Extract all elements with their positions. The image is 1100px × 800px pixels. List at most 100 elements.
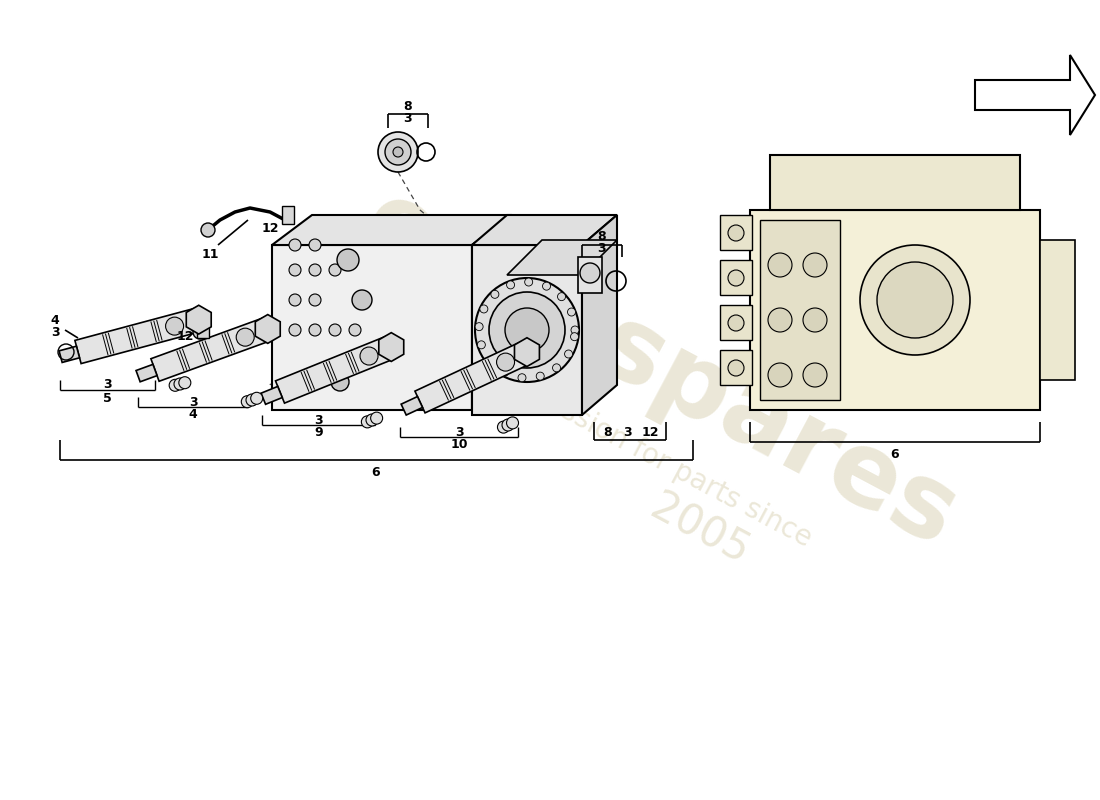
Text: 3: 3 [597, 242, 606, 254]
Bar [750, 210, 1040, 410]
Circle shape [860, 245, 970, 355]
Circle shape [349, 324, 361, 336]
Circle shape [337, 249, 359, 271]
Polygon shape [136, 364, 157, 382]
Circle shape [507, 281, 515, 289]
Circle shape [558, 293, 565, 301]
Text: 12: 12 [262, 222, 278, 234]
Bar [770, 155, 1020, 210]
Polygon shape [402, 397, 422, 415]
Circle shape [179, 377, 190, 389]
Text: 8: 8 [597, 230, 606, 243]
Polygon shape [151, 318, 272, 382]
Text: 3: 3 [315, 414, 322, 426]
Circle shape [536, 372, 544, 380]
Circle shape [497, 421, 509, 433]
Circle shape [803, 363, 827, 387]
Circle shape [803, 308, 827, 332]
Circle shape [289, 324, 301, 336]
Polygon shape [186, 306, 211, 334]
Polygon shape [75, 308, 201, 363]
Text: 3: 3 [454, 426, 463, 438]
Circle shape [371, 412, 383, 424]
Circle shape [768, 363, 792, 387]
Circle shape [564, 350, 573, 358]
Circle shape [385, 139, 411, 165]
Text: a passion for parts since: a passion for parts since [504, 368, 816, 552]
Bar [197, 320, 209, 338]
Circle shape [486, 357, 494, 365]
Circle shape [571, 326, 579, 334]
Circle shape [289, 239, 301, 251]
Text: 8: 8 [604, 426, 613, 438]
Text: 6: 6 [372, 466, 381, 478]
Circle shape [552, 364, 561, 372]
Circle shape [393, 147, 403, 157]
Circle shape [329, 264, 341, 276]
Bar [720, 305, 752, 340]
Circle shape [506, 417, 518, 429]
Circle shape [309, 239, 321, 251]
Circle shape [201, 223, 214, 237]
Text: 2005: 2005 [644, 486, 757, 574]
Polygon shape [975, 55, 1094, 135]
Polygon shape [515, 338, 539, 366]
Circle shape [251, 392, 263, 404]
Polygon shape [59, 346, 79, 362]
Circle shape [500, 368, 508, 376]
Text: 4: 4 [51, 314, 59, 326]
Circle shape [475, 322, 483, 330]
Polygon shape [378, 333, 404, 362]
Polygon shape [261, 386, 283, 404]
Circle shape [505, 308, 549, 352]
Bar [720, 260, 752, 295]
Text: 8: 8 [404, 99, 412, 113]
Circle shape [571, 333, 579, 341]
Circle shape [877, 262, 953, 338]
Circle shape [192, 325, 207, 339]
Circle shape [502, 419, 514, 431]
Circle shape [331, 373, 349, 391]
Circle shape [329, 324, 341, 336]
Polygon shape [275, 336, 396, 403]
Polygon shape [582, 215, 617, 415]
Text: 6: 6 [891, 447, 900, 461]
Circle shape [166, 317, 184, 335]
Circle shape [309, 294, 321, 306]
Text: 3: 3 [404, 111, 412, 125]
Circle shape [728, 270, 744, 286]
Circle shape [580, 263, 600, 283]
Circle shape [352, 290, 372, 310]
Circle shape [309, 264, 321, 276]
Polygon shape [507, 240, 617, 275]
Circle shape [289, 264, 301, 276]
Circle shape [289, 294, 301, 306]
Text: 3: 3 [189, 395, 197, 409]
Text: 12: 12 [176, 330, 194, 343]
Polygon shape [415, 342, 532, 413]
Circle shape [480, 305, 488, 313]
Circle shape [496, 353, 515, 371]
Circle shape [518, 374, 526, 382]
Text: 3: 3 [103, 378, 112, 391]
Circle shape [241, 396, 253, 408]
Bar [760, 220, 840, 400]
Circle shape [309, 324, 321, 336]
Bar [720, 350, 752, 385]
Polygon shape [472, 215, 512, 410]
Circle shape [728, 315, 744, 331]
Circle shape [803, 253, 827, 277]
Polygon shape [472, 215, 617, 245]
Circle shape [246, 394, 258, 406]
Bar [720, 215, 752, 250]
Circle shape [768, 308, 792, 332]
Text: 4: 4 [188, 409, 197, 422]
Circle shape [378, 132, 418, 172]
Bar [386, 142, 410, 162]
Circle shape [362, 416, 373, 428]
Circle shape [477, 341, 485, 349]
Text: 12: 12 [641, 426, 659, 438]
Circle shape [236, 328, 254, 346]
Circle shape [542, 282, 550, 290]
Polygon shape [272, 215, 512, 245]
